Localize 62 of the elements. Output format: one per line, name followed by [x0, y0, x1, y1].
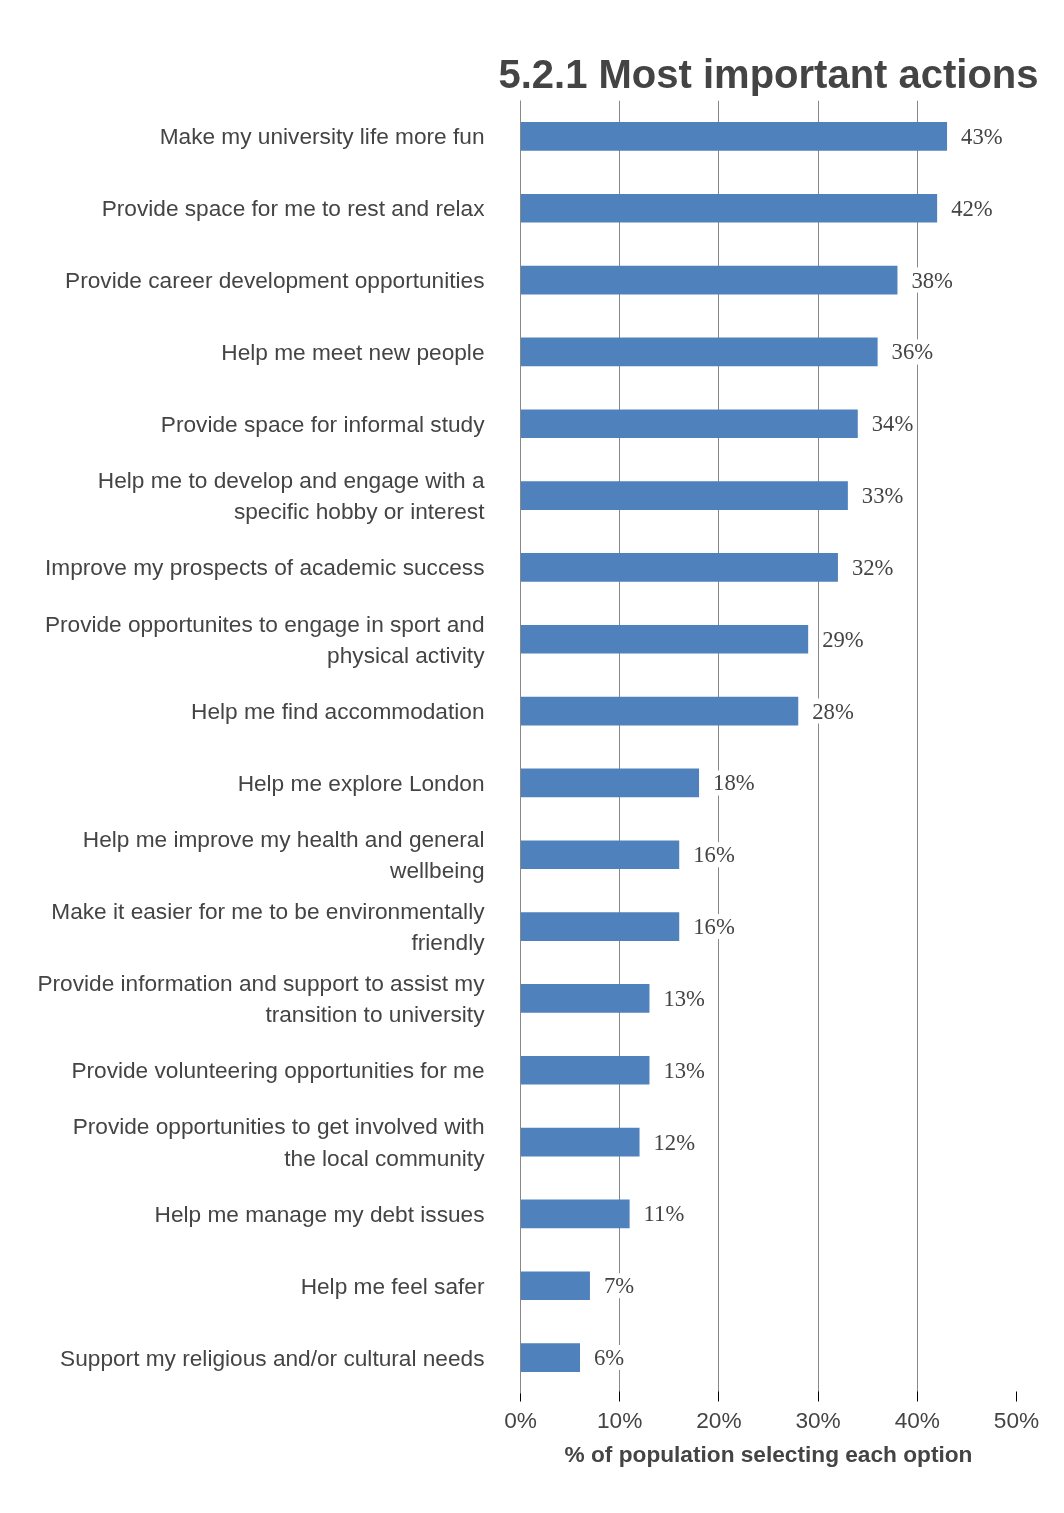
bar — [520, 193, 938, 223]
bar — [520, 265, 898, 295]
data-label: 16% — [693, 914, 735, 940]
bar — [520, 553, 838, 582]
bar — [520, 1127, 640, 1157]
bar — [520, 624, 809, 654]
bar — [520, 840, 680, 870]
data-label: 7% — [603, 1273, 635, 1299]
data-label: 32% — [851, 554, 894, 580]
x-axis-title: % of population selecting each option — [564, 1440, 973, 1467]
bar — [520, 1199, 630, 1229]
y-tick-label: Help me manage my debt issues — [154, 1200, 485, 1227]
data-label: 42% — [951, 195, 993, 221]
y-tick-label: Improve my prospects of academic success — [45, 554, 485, 581]
bar — [520, 122, 948, 151]
bar — [520, 696, 799, 726]
y-tick-label: Provide opportunites to engage in sport and physical activity — [44, 610, 486, 668]
bar — [520, 768, 700, 798]
y-tick-label: Help me meet new people — [221, 338, 485, 365]
y-tick-label: Provide information and support to assist my transition to university — [37, 969, 486, 1028]
data-label: 12% — [653, 1129, 696, 1155]
bar — [520, 481, 848, 510]
y-tick-label: Help me find accommodation — [191, 698, 485, 725]
y-tick-label: Make my university life more fun — [159, 123, 485, 150]
y-tick-label: Provide space for informal study — [160, 410, 486, 437]
bar — [520, 1271, 590, 1301]
y-tick-label: Help me feel safer — [300, 1272, 485, 1299]
x-tick-label: 0% — [504, 1406, 537, 1433]
data-label: 6% — [594, 1345, 625, 1371]
data-label: 18% — [713, 770, 755, 796]
chart-title: 5.2.1 Most important actions — [498, 51, 1039, 96]
data-label: 13% — [663, 985, 706, 1011]
data-label: 34% — [871, 411, 914, 437]
x-tick-label: 20% — [696, 1406, 742, 1433]
data-label: 11% — [643, 1201, 685, 1227]
data-label: 38% — [911, 267, 954, 293]
y-tick-label: Provide career development opportunities — [65, 267, 485, 294]
y-tick-label: Provide opportunities to get involved with the local community — [72, 1113, 486, 1171]
x-tick-label: 30% — [795, 1406, 841, 1433]
y-tick-label: Make it easier for me to be environmentally friendly — [51, 897, 486, 956]
data-label: 13% — [663, 1057, 706, 1083]
y-tick-label: Help me to develop and engage with a specific hobby or interest — [97, 466, 486, 525]
x-tick-label: 10% — [597, 1406, 643, 1433]
data-label: 36% — [891, 339, 934, 365]
bar — [520, 1055, 650, 1085]
bar — [520, 984, 650, 1013]
y-tick-label: Help me explore London — [237, 769, 485, 796]
bar — [520, 912, 680, 941]
data-label: 29% — [822, 626, 864, 652]
y-tick-label: Help me improve my health and general wellbeing — [82, 826, 485, 884]
y-tick-label: Provide space for me to rest and relax — [101, 195, 486, 222]
bar — [520, 1343, 581, 1372]
x-tick-label: 50% — [993, 1406, 1040, 1433]
data-label: 43% — [961, 123, 1003, 149]
bar — [520, 409, 858, 439]
data-label: 16% — [693, 842, 735, 868]
x-tick-label: 40% — [894, 1406, 940, 1433]
data-label: 28% — [812, 698, 854, 724]
y-tick-label: Provide volunteering opportunities for me — [71, 1057, 485, 1084]
bar — [520, 337, 878, 367]
data-label: 33% — [861, 483, 904, 509]
y-tick-label: Support my religious and/or cultural needs — [60, 1344, 485, 1371]
